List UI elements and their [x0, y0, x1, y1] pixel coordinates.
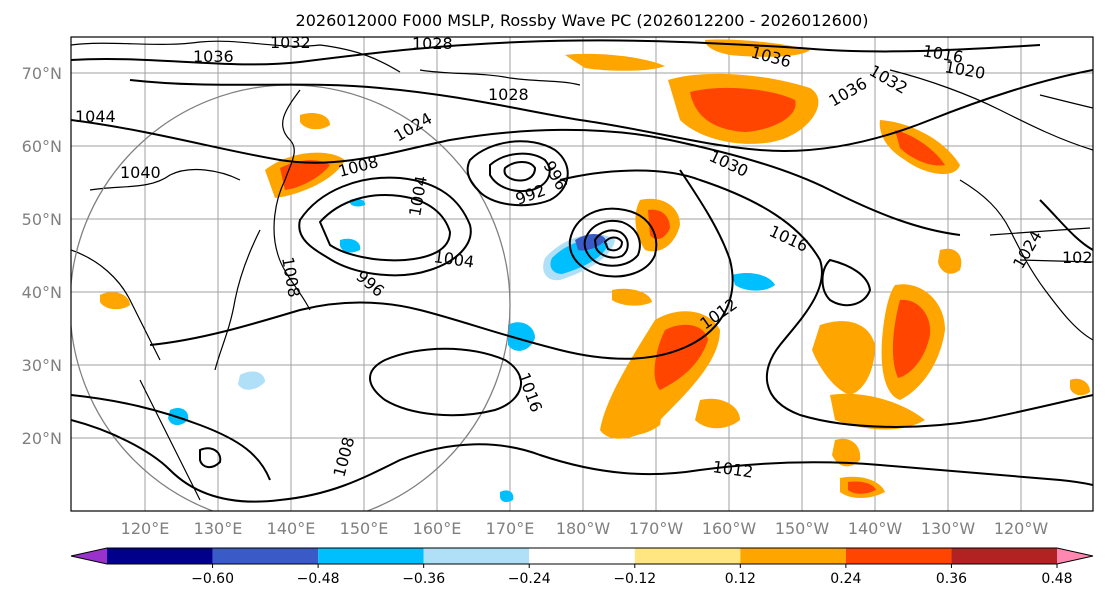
- colorbar-swatch: [529, 548, 635, 564]
- map-panel: [71, 37, 1093, 511]
- colorbar-tick-label: −0.12: [613, 571, 656, 587]
- lon-label: 150°W: [775, 519, 830, 538]
- negative-anomaly-shading: [168, 198, 775, 503]
- colorbar-swatch: [107, 548, 213, 564]
- lon-label: 180°W: [556, 519, 611, 538]
- colorbar: −0.60 −0.48 −0.36 −0.24 −0.12 0.12 0.24 0.36 0.4…: [70, 547, 1094, 587]
- colorbar-tick-label: 0.48: [1041, 571, 1072, 587]
- lon-label: 130°E: [194, 519, 243, 538]
- latitude-labels: 70°N 60°N 50°N 40°N 30°N 20°N: [22, 64, 62, 448]
- lon-label: 120°W: [994, 519, 1049, 538]
- lat-label: 70°N: [22, 64, 62, 83]
- lon-label: 170°W: [629, 519, 684, 538]
- colorbar-swatch: [951, 548, 1057, 564]
- colorbar-tick-label: 0.12: [725, 571, 756, 587]
- lat-label: 50°N: [22, 210, 62, 229]
- colorbar-swatch: [423, 548, 530, 564]
- colorbar-outline: [70, 547, 1094, 565]
- lon-label: 150°E: [340, 519, 389, 538]
- map-title: 2026012000 F000 MSLP, Rossby Wave PC (20…: [296, 11, 869, 30]
- lon-label: 140°E: [267, 519, 316, 538]
- lon-label: 140°W: [848, 519, 903, 538]
- colorbar-swatch: [845, 548, 952, 564]
- contour-label: 1044: [75, 107, 116, 126]
- lat-label: 40°N: [22, 283, 62, 302]
- lon-label: 160°W: [702, 519, 757, 538]
- longitude-labels: 120°E 130°E 140°E 150°E 160°E 170°E 180°…: [121, 519, 1049, 538]
- colorbar-tick-label: −0.36: [402, 571, 445, 587]
- lat-label: 30°N: [22, 356, 62, 375]
- lon-label: 160°E: [413, 519, 462, 538]
- colorbar-tick-label: 0.36: [936, 571, 967, 587]
- lon-label: 170°E: [486, 519, 535, 538]
- contour-label: 1028: [488, 85, 529, 104]
- colorbar-swatch: [71, 548, 107, 564]
- map-frame: [70, 36, 1094, 512]
- colorbar-swatch: [318, 548, 424, 564]
- contour-label: 1036: [193, 47, 234, 66]
- contour-label: 1028: [412, 34, 453, 53]
- lon-label: 120°E: [121, 519, 170, 538]
- graticule: [71, 37, 1093, 511]
- contour-label: 1020: [1062, 248, 1103, 267]
- colorbar-tick-label: −0.24: [508, 571, 551, 587]
- colorbar-swatch: [634, 548, 741, 564]
- colorbar-tick-label: −0.60: [191, 571, 234, 587]
- colorbar-tick-label: −0.48: [297, 571, 340, 587]
- positive-anomaly-shading: [100, 39, 1090, 498]
- lat-label: 60°N: [22, 137, 62, 156]
- contour-label: 1040: [120, 163, 161, 182]
- contour-label: 1032: [270, 33, 311, 52]
- colorbar-swatch: [212, 548, 319, 564]
- colorbar-tick-label: 0.24: [830, 571, 861, 587]
- colorbar-swatch: [1057, 548, 1093, 564]
- colorbar-swatch: [740, 548, 846, 564]
- mslp-contours: [71, 39, 1093, 503]
- lon-label: 130°W: [921, 519, 976, 538]
- lat-label: 20°N: [22, 429, 62, 448]
